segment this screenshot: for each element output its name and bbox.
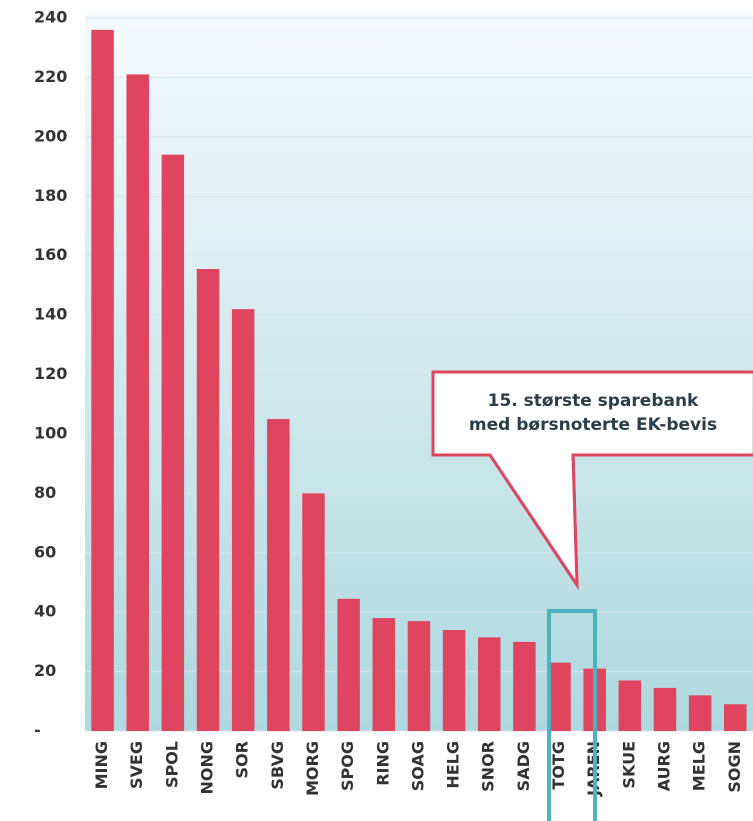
bar bbox=[161, 154, 185, 732]
x-tick-label: SPOG bbox=[338, 741, 357, 791]
y-tick-label: 220 bbox=[34, 67, 67, 86]
x-tick-label: SKUE bbox=[619, 741, 638, 789]
y-tick-label: 140 bbox=[34, 305, 67, 324]
x-tick-label: SADG bbox=[514, 741, 533, 791]
bar bbox=[442, 629, 466, 731]
labels: - 20 40 60 80 100 120 140 160 180 200 220 240 MING SVE… bbox=[34, 8, 744, 797]
y-tick-label: 240 bbox=[34, 8, 67, 27]
x-tick-label: MING bbox=[92, 741, 111, 789]
bar bbox=[231, 309, 255, 731]
callout-border bbox=[431, 370, 753, 591]
y-tick-label: 20 bbox=[34, 661, 56, 680]
bar bbox=[548, 662, 571, 731]
annotation-line: 15. største sparebank bbox=[488, 391, 699, 411]
x-tick-label: AURG bbox=[654, 741, 673, 791]
y-tick-label: 120 bbox=[34, 364, 67, 383]
bar bbox=[267, 419, 290, 731]
y-tick-label: 160 bbox=[34, 245, 67, 264]
bar bbox=[618, 680, 642, 731]
x-tick-label: TOTG bbox=[549, 741, 568, 790]
y-tick-label: 80 bbox=[34, 483, 56, 502]
x-tick-label: SOGN bbox=[725, 741, 744, 793]
x-tick-label: SOAG bbox=[408, 741, 427, 791]
bar bbox=[653, 687, 677, 731]
x-tick-label: SOR bbox=[233, 741, 252, 778]
bars bbox=[91, 29, 747, 732]
bar bbox=[196, 269, 220, 731]
bar bbox=[477, 637, 501, 731]
callout-fill bbox=[433, 372, 752, 585]
bar bbox=[337, 598, 360, 731]
x-tick-label: MELG bbox=[690, 741, 709, 791]
y-tick-label: 40 bbox=[34, 602, 56, 621]
bar bbox=[91, 29, 114, 731]
y-tick-label: 180 bbox=[34, 186, 67, 205]
x-tick-label: HELG bbox=[444, 741, 463, 789]
y-tick-label: 60 bbox=[34, 542, 56, 561]
annotation-line: med børsnoterte EK-bevis bbox=[469, 415, 717, 435]
x-tick-label: RING bbox=[373, 741, 392, 786]
bar bbox=[513, 641, 536, 731]
y-tick-label: - bbox=[34, 721, 41, 740]
bar bbox=[126, 74, 149, 732]
bar bbox=[407, 621, 431, 731]
bar bbox=[724, 704, 747, 731]
bar bbox=[372, 618, 396, 731]
x-tick-label: NONG bbox=[198, 741, 217, 795]
y-tick-label: 200 bbox=[34, 126, 67, 145]
x-tick-label: SBVG bbox=[268, 741, 287, 790]
bar bbox=[302, 493, 325, 731]
x-tick-label: SVEG bbox=[127, 741, 146, 789]
bar bbox=[688, 695, 712, 731]
x-tick-label: SPOL bbox=[162, 741, 181, 788]
y-tick-label: 100 bbox=[34, 423, 67, 442]
highlight-box bbox=[547, 609, 597, 821]
x-tick-label: SNOR bbox=[479, 741, 498, 792]
x-tick-label: MORG bbox=[303, 741, 322, 796]
